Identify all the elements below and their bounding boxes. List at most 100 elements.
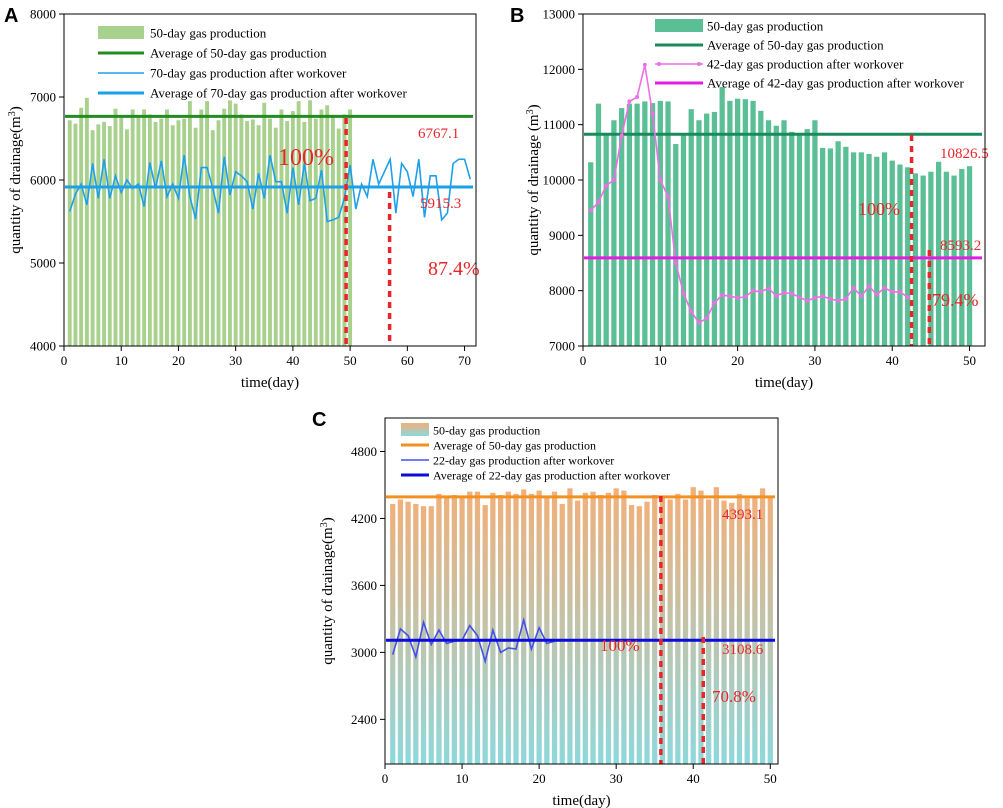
bar [789,131,795,346]
line-average-label: 8593.2 [940,238,981,254]
bar [187,101,192,347]
line-point [751,288,756,293]
bar [390,503,396,764]
panel-letter: B [510,5,524,27]
line-point [720,293,725,298]
bar [673,144,679,346]
bar [843,146,849,346]
bar [96,124,101,346]
line-point [758,289,763,294]
line-point [650,111,655,116]
bar [102,121,106,347]
bar [107,126,112,346]
bar [590,491,596,764]
bar [619,108,625,346]
line-point [627,99,632,104]
bar [119,117,124,346]
bar [302,121,307,347]
bar [588,162,594,346]
line-point [774,293,779,298]
line-average-label: 3108.6 [722,642,764,658]
bar [459,496,465,764]
bar [290,111,295,346]
y-tick-label: 11000 [543,117,575,132]
percent-marker-label: 79.4% [932,290,979,310]
y-tick-label: 8000 [30,7,56,22]
panel-b: B 100% 79.4% 10826.5 8593.2 0 10 20 30 40 50 7000 80… [510,5,989,391]
line-point [882,285,887,290]
line-point [828,296,833,301]
legend-label: Average of 50-day gas production [150,46,327,61]
bar [881,152,888,346]
bar [559,503,565,764]
x-tick-label: 20 [533,771,546,786]
x-tick-label: 10 [115,353,128,368]
line-point [789,291,794,296]
bar [159,118,164,346]
bar [675,493,681,764]
line-point [666,194,671,199]
bar [405,501,411,764]
bar [682,499,689,764]
bar [467,491,473,764]
bar [319,109,324,346]
bar-series [67,97,353,347]
bar [193,127,198,347]
bar [205,101,209,347]
panel-a: A 100% 87.4% 6767.1 5915.3 0 10 20 30 40 50 60 70 400… [4,5,480,391]
legend-swatch-point [657,62,661,66]
bar [575,500,581,764]
bar [256,125,261,346]
line-point [890,289,895,294]
bar [706,499,712,764]
bar [397,499,404,764]
line-average-label: 5915.3 [420,196,461,212]
x-tick-label: 0 [61,353,68,368]
line-point [642,62,647,67]
legend-label: Average of 70-day gas production after w… [150,86,407,101]
bar [626,103,633,346]
panel-letter: A [4,5,18,27]
bar [428,506,434,764]
bar [165,109,169,346]
bar [613,488,619,764]
bar [759,488,766,764]
bar [136,116,141,346]
x-tick-label: 50 [344,353,357,368]
line-point [743,294,748,299]
bar [628,505,635,764]
line-point [843,296,848,301]
bar [858,152,864,346]
panel-letter: C [312,409,326,431]
bar [752,497,758,764]
y-tick-label: 4800 [351,444,377,459]
bar [505,491,511,764]
y-axis-title: quantity of drainage (m3) [525,104,543,255]
bar [551,491,558,764]
bar-series [390,487,773,764]
line-point [851,285,856,290]
line-point [673,261,678,265]
line-point [611,178,616,182]
x-tick-label: 30 [229,353,242,368]
bar [742,99,748,347]
line-point [604,183,609,188]
x-tick-label: 40 [687,771,700,786]
bar [528,493,535,764]
legend-label: 70-day gas production after workover [150,66,347,81]
y-tick-label: 8000 [549,283,575,298]
bar [667,499,673,764]
bar [796,134,803,346]
bar [719,87,725,346]
bar [598,495,604,764]
bar [228,100,232,346]
bar [644,501,650,764]
line-point [797,295,802,300]
line-point [766,286,771,291]
bar [153,121,158,347]
bar [874,156,880,346]
y-axis-title: quantity of drainage(m3) [7,106,25,253]
y-tick-label: 7000 [30,90,56,105]
x-axis-title: time(day) [552,793,610,808]
